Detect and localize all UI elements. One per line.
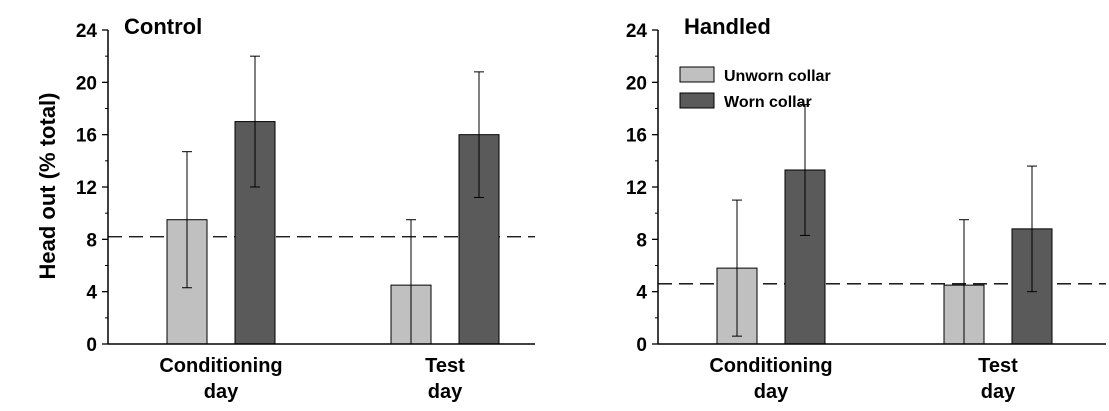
category-label: day (428, 381, 463, 403)
y-tick-label: 4 (86, 283, 97, 304)
panel-title: Control (124, 14, 202, 39)
y-tick-label: 16 (626, 126, 647, 147)
y-axis-label: Head out (% total) (35, 93, 60, 280)
y-tick-label: 20 (76, 73, 97, 94)
category-label: Conditioning (709, 355, 832, 377)
category-label: Test (425, 355, 465, 377)
y-tick-label: 8 (86, 230, 97, 251)
y-tick-label: 0 (636, 335, 647, 356)
handled-panel: Handled 0 4 8 12 16 20 24 Conditioning day Test day… (626, 14, 1106, 403)
category-label: day (754, 381, 789, 403)
y-tick-label: 4 (636, 283, 647, 304)
category-label: day (204, 381, 239, 403)
legend-swatch (679, 66, 715, 83)
y-tick-label: 12 (76, 178, 97, 199)
legend-label: Unworn collar (724, 68, 831, 85)
category-label: day (981, 381, 1016, 403)
control-panel: Control 0 4 8 12 16 20 24 Conditioning day Test day (76, 14, 535, 403)
legend-label: Worn collar (724, 94, 812, 111)
legend-swatch (679, 92, 715, 109)
y-tick-label: 8 (636, 230, 647, 251)
y-tick-label: 12 (626, 178, 647, 199)
y-tick-label: 16 (76, 126, 97, 147)
category-label: Conditioning (159, 355, 282, 377)
y-tick-label: 24 (76, 21, 98, 42)
y-tick-label: 0 (86, 335, 97, 356)
category-label: Test (978, 355, 1018, 377)
panel-title: Handled (684, 14, 771, 39)
y-tick-label: 24 (626, 21, 648, 42)
y-tick-label: 20 (626, 73, 647, 94)
